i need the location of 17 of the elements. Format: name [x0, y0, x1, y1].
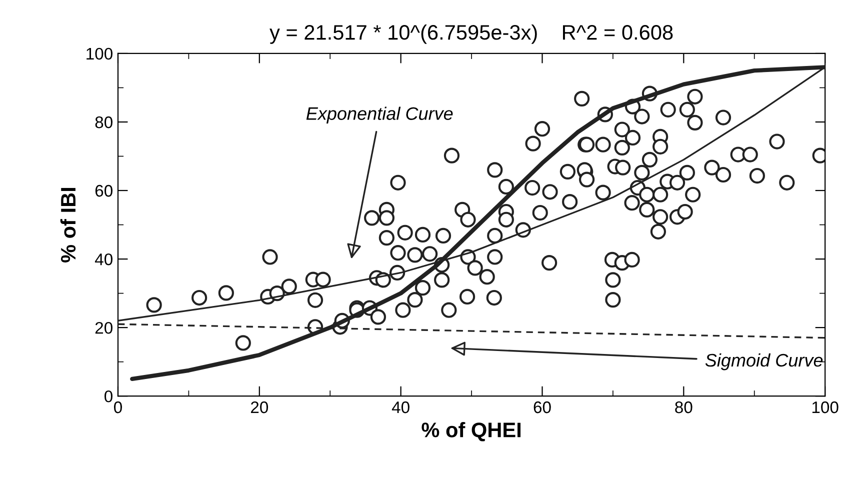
y-tick-label: 80	[95, 116, 112, 128]
x-tick-label: 80	[675, 401, 692, 414]
y-tick-label: 20	[95, 322, 112, 334]
x-axis-title: % of QHEI	[422, 422, 520, 442]
x-tick-label: 0	[114, 401, 122, 414]
annotation: Exponential Curve	[306, 106, 453, 124]
y-tick-label: 40	[94, 253, 112, 266]
y-tick-label: 0	[104, 390, 112, 402]
chart-title: y = 21.517 * 10^(6.7595e-3x) R^2 = 0.608	[270, 24, 673, 44]
x-tick-label: 60	[534, 401, 551, 414]
y-axis-title: % of IBI	[60, 188, 76, 262]
annotation: Sigmoid Curve	[705, 353, 823, 370]
x-tick-label: 40	[392, 401, 410, 414]
x-tick-label: 20	[250, 401, 268, 414]
y-tick-label: 100	[86, 48, 112, 60]
y-tick-label: 60	[95, 184, 112, 197]
x-tick-label: 100	[812, 401, 838, 414]
